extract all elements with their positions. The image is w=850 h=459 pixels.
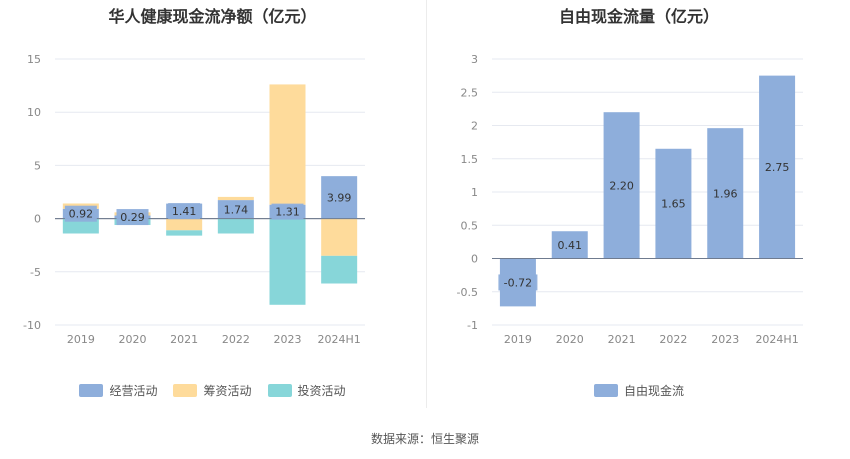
- chart-title: 自由现金流量（亿元）: [558, 7, 719, 26]
- data-label: 1.96: [713, 187, 738, 200]
- bar-2-2022: [217, 196, 254, 201]
- data-label-bg: [323, 189, 356, 206]
- data-label: 1.65: [661, 198, 686, 211]
- bar-3-2019: [62, 218, 99, 234]
- data-label-bg: [64, 205, 97, 222]
- x-tick-label: 2020: [556, 333, 584, 346]
- y-tick-label: -0.5: [457, 286, 478, 299]
- data-label: 1.31: [275, 206, 300, 219]
- data-label: 2.75: [765, 161, 790, 174]
- legend-swatch-operating: [79, 384, 104, 397]
- x-tick-label: 2019: [67, 333, 95, 346]
- data-label: 0.41: [558, 239, 583, 252]
- x-tick-label: 2019: [504, 333, 532, 346]
- legend: 自由现金流: [428, 382, 850, 399]
- bar-3-2022: [217, 218, 254, 234]
- data-label-bg: [116, 209, 149, 226]
- data-label: 2.20: [609, 179, 634, 192]
- bar-2-2021: [166, 218, 203, 231]
- legend-item-financing[interactable]: 筹资活动: [173, 382, 252, 399]
- data-label: 3.99: [327, 191, 352, 204]
- bar-3-2024H1: [321, 255, 358, 284]
- legend-swatch-free-cashflow: [593, 384, 618, 397]
- data-label-bg: [271, 203, 304, 220]
- panel-divider: [426, 0, 427, 408]
- y-tick-label: 0: [471, 253, 478, 266]
- legend-swatch-financing: [173, 384, 198, 397]
- data-label-bg: [761, 159, 794, 176]
- legend-label-investing: 投资活动: [297, 384, 346, 398]
- y-tick-label: 1: [471, 186, 478, 199]
- y-tick-label: 3: [471, 53, 478, 66]
- x-tick-label: 2021: [170, 333, 198, 346]
- y-tick-label: 10: [27, 106, 41, 119]
- bar-2-2024H1: [321, 218, 358, 256]
- bar-2-2023: [269, 84, 306, 205]
- cashflow-net-plot: -10 -5 0 5 10 15 2019 2020 2021 2022 2023 2024H1 0.9…: [23, 53, 365, 346]
- free-cashflow-plot: -1 -0.5 0 0.5 1 1.5 2 2.5 3 2019 2020 2021 2022 2023 2…: [457, 53, 803, 346]
- legend-item-operating[interactable]: 经营活动: [79, 382, 157, 399]
- cashflow-net-chart-panel: 华人健康现金流净额（亿元） -10 -5 0 5 10 15 2019 2020 2021 202…: [0, 0, 425, 415]
- data-label-bg: [657, 195, 690, 212]
- x-tick-label: 2020: [119, 333, 147, 346]
- y-tick-label: 2: [471, 120, 478, 133]
- x-tick-label: 2022: [659, 333, 687, 346]
- y-tick-label: -10: [23, 319, 41, 332]
- y-tick-label: 0.5: [461, 219, 479, 232]
- y-tick-label: 5: [34, 159, 41, 172]
- data-label-bg: [168, 203, 201, 220]
- legend-label-operating: 经营活动: [109, 384, 158, 398]
- data-source-note: 数据来源：恒生聚源: [370, 432, 479, 446]
- legend-item-free-cashflow[interactable]: 自由现金流: [593, 382, 684, 399]
- y-tick-label: -5: [30, 266, 41, 279]
- legend-swatch-investing: [267, 384, 292, 397]
- x-tick-label: 2023: [711, 333, 739, 346]
- chart-title: 华人健康现金流净额（亿元）: [108, 7, 317, 26]
- data-label: 1.41: [172, 205, 197, 218]
- data-label: 0.92: [69, 208, 94, 221]
- x-tick-label: 2024H1: [318, 333, 361, 346]
- legend-item-investing[interactable]: 投资活动: [267, 382, 346, 399]
- y-tick-label: 1.5: [461, 153, 479, 166]
- x-tick-label: 2022: [222, 333, 250, 346]
- y-tick-label: -1: [467, 319, 478, 332]
- data-label: 1.74: [224, 203, 249, 216]
- legend-label-free-cashflow: 自由现金流: [623, 384, 684, 398]
- legend: 经营活动 筹资活动 投资活动: [0, 382, 425, 399]
- y-tick-label: 15: [27, 53, 41, 66]
- x-tick-label: 2021: [608, 333, 636, 346]
- y-tick-label: 2.5: [461, 86, 479, 99]
- data-label-bg: [553, 236, 586, 253]
- x-tick-label: 2024H1: [755, 333, 798, 346]
- y-tick-label: 0: [34, 213, 41, 226]
- free-cashflow-chart-panel: 自由现金流量（亿元） -1 -0.5 0 0.5 1 1.5 2 2.5 3 2019 2020 20…: [428, 0, 850, 415]
- data-label-bg: [605, 177, 638, 194]
- data-label-bg: [498, 274, 538, 291]
- data-label-bg: [219, 201, 252, 218]
- legend-label-financing: 筹资活动: [203, 384, 252, 398]
- bar-3-2021: [166, 230, 203, 236]
- data-label: 0.29: [120, 211, 145, 224]
- data-label-bg: [709, 185, 742, 202]
- x-tick-label: 2023: [274, 333, 302, 346]
- data-label: -0.72: [504, 276, 532, 289]
- bar-3-2023: [269, 218, 306, 305]
